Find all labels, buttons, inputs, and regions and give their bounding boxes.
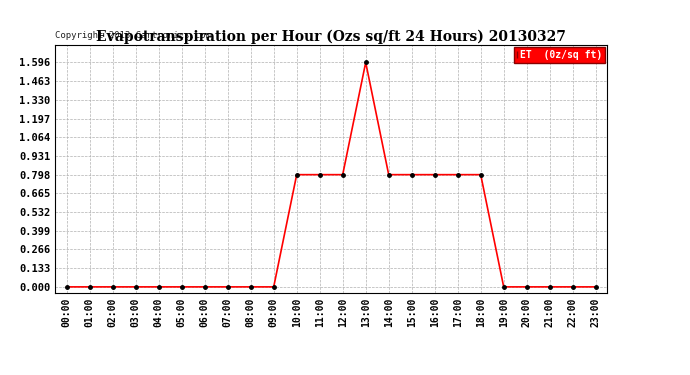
Title: Evapotranspiration per Hour (Ozs sq/ft 24 Hours) 20130327: Evapotranspiration per Hour (Ozs sq/ft 2…	[97, 30, 566, 44]
Text: Copyright 2013 Cartronics.com: Copyright 2013 Cartronics.com	[55, 31, 211, 40]
Legend: ET  (0z/sq ft): ET (0z/sq ft)	[514, 47, 605, 63]
